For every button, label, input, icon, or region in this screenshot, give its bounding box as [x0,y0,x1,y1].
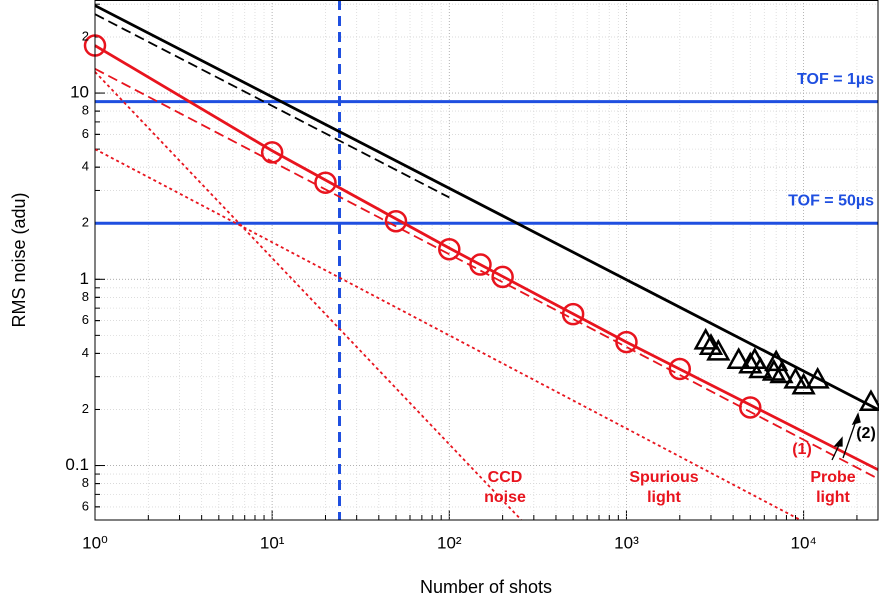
arrow-head [851,412,861,426]
annotation: noise [484,489,526,506]
x-tick-label: 10⁰ [82,533,108,552]
y-tick-label: 10 [70,83,89,102]
annotation: Spurious [629,469,698,486]
plot-frame [94,0,879,521]
arrows [831,412,861,461]
y-tick-label: 2 [82,215,89,230]
y-tick-label: 2 [82,401,89,416]
annotation: CCD [488,469,523,486]
annotation: light [647,489,681,506]
data-point [469,253,492,276]
data-point [438,237,461,261]
y-tick-label: 8 [82,289,89,304]
x-tick-label: 10³ [614,533,639,552]
y-tick-label: 8 [82,103,89,118]
data-point [748,356,773,379]
x-tick-label: 10¹ [260,533,285,552]
x-axis-label: Number of shots [420,577,552,597]
y-tick-label: 1 [80,269,89,288]
line [94,13,450,199]
y-tick-label: 6 [82,126,89,141]
arrow-head [833,436,843,447]
reference-label: TOF = 50µs [788,192,874,209]
data-point [858,389,879,412]
y-tick-label: 0.1 [65,455,89,474]
reference-label: TOF = 1µs [797,71,874,88]
data-point [764,349,789,372]
y-tick-label: 2 [82,28,89,43]
annotation: (2) [856,425,876,442]
line [94,44,879,471]
grid [94,0,878,520]
x-tick-label: 10⁴ [790,533,816,552]
line [94,71,522,521]
data-point [384,209,408,233]
data-point [739,396,762,419]
data-point [260,141,284,164]
data-point [738,351,763,374]
y-axis-label: RMS noise (adu) [9,192,29,327]
y-tick-label: 8 [82,475,89,490]
data-point [314,171,337,194]
data-point [615,330,638,354]
annotation: (1) [792,441,812,458]
data-point [668,357,692,381]
data-point [805,366,830,389]
plot [83,0,879,521]
annotation: light [816,489,850,506]
line [94,4,879,411]
y-tick-label: 6 [82,312,89,327]
data-point [693,327,718,350]
data-point [706,338,731,361]
y-tick-label: 6 [82,498,89,513]
data-point [561,302,585,326]
y-tick-label: 4 [82,345,89,360]
data-point [726,347,751,369]
x-tick-label: 10² [437,533,462,552]
data-point [491,265,514,289]
line [94,148,801,521]
data-point [769,361,794,384]
arrow [842,417,858,459]
annotation: Probe [810,469,855,486]
y-tick-label: 4 [82,159,89,174]
